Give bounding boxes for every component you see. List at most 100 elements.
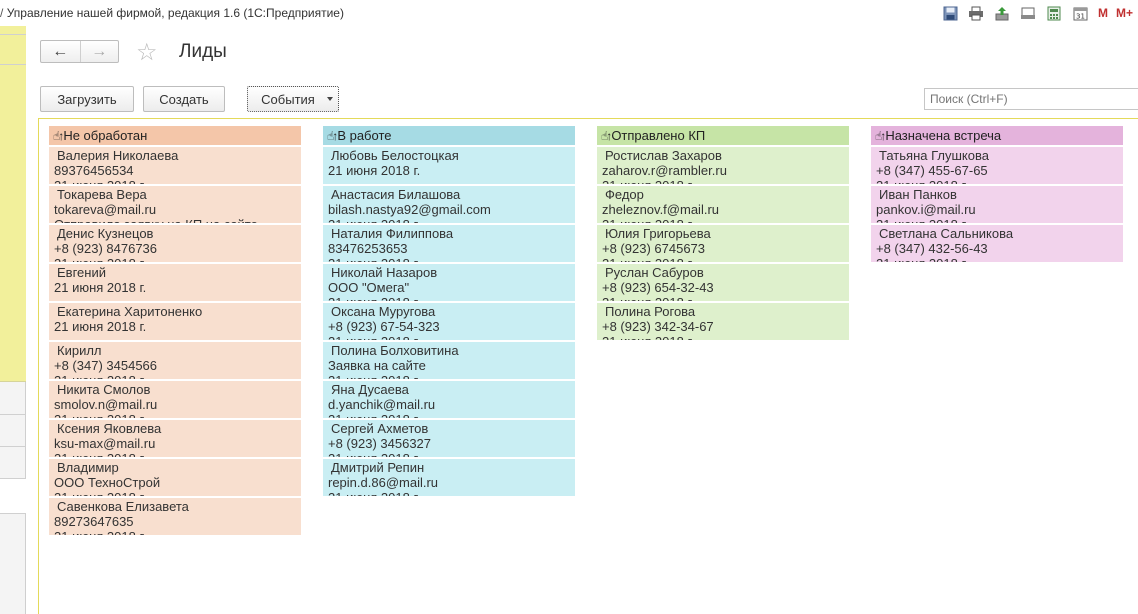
lead-detail: 21 июня 2018 г.	[876, 217, 1123, 223]
preview-icon[interactable]	[1018, 3, 1038, 23]
lead-contact: +8 (923) 3456327	[328, 436, 432, 451]
lead-contact: +8 (923) 8476736	[54, 241, 158, 256]
lead-detail: 21 июня 2018 г.	[602, 334, 849, 340]
lead-detail: 21 июня 2018 г.	[54, 412, 301, 418]
lead-contact: +8 (923) 67-54-323	[328, 319, 440, 334]
export-icon[interactable]	[992, 3, 1012, 23]
lead-contact: ksu-max@mail.ru	[54, 436, 156, 451]
lead-name: Наталия Филиппова	[331, 226, 454, 241]
column-header[interactable]: ☝↑ Отправлено КП	[597, 126, 849, 145]
lead-detail: 21 июня 2018 г.	[328, 412, 575, 418]
lead-name: Токарева Вера	[57, 187, 147, 202]
memory-m-icon[interactable]: M	[1098, 6, 1108, 20]
search-input[interactable]	[924, 88, 1138, 110]
left-panel-divider	[0, 414, 26, 415]
calendar-icon[interactable]: 31	[1070, 3, 1090, 23]
lead-card[interactable]: Савенкова Елизавета8927364763521 июня 20…	[49, 498, 301, 535]
lead-card[interactable]: Евгений 21 июня 2018 г.	[49, 264, 301, 301]
lead-card[interactable]: Анастасия Билашова bilash.nastya92@gmail.…	[323, 186, 575, 223]
lead-detail: 21 июня 2018 г.	[328, 373, 575, 379]
column-header[interactable]: ☝↑ Не обработан	[49, 126, 301, 145]
lead-name: Яна Дусаева	[331, 382, 409, 397]
lead-card[interactable]: Оксана Муругова+8 (923) 67-54-32321 июня…	[323, 303, 575, 340]
column-header[interactable]: ☝↑ Назначена встреча	[871, 126, 1123, 145]
forward-button[interactable]: →	[79, 41, 119, 62]
lead-card[interactable]: Екатерина Харитоненко 21 июня 2018 г.	[49, 303, 301, 340]
lead-detail: 21 июня 2018 г.	[54, 451, 301, 457]
kanban-column-not-processed: ☝↑ Не обработан Валерия Николаева 893764565…	[49, 126, 301, 535]
left-panel-divider	[0, 446, 26, 447]
lead-card[interactable]: Светлана Сальникова+8 (347) 432-56-4321 …	[871, 225, 1123, 262]
lead-detail: 21 июня 2018 г.	[328, 334, 575, 340]
lead-card[interactable]: Кирилл+8 (347) 345456621 июня 2018 г.	[49, 342, 301, 379]
lead-name: Иван Панков	[879, 187, 957, 202]
lead-name: Любовь Белостоцкая	[331, 148, 459, 163]
left-panel-highlight	[0, 26, 26, 382]
lead-card[interactable]: Валерия Николаева8937645653421 июня 2018…	[49, 147, 301, 184]
page-title: Лиды	[179, 41, 227, 62]
lead-detail: 21 июня 2018 г.	[602, 178, 849, 184]
left-panel-divider	[0, 64, 26, 65]
lead-detail: 21 июня 2018 г.	[328, 256, 575, 262]
navigation-buttons: ← →	[40, 40, 119, 63]
favorite-star-icon[interactable]: ☆	[136, 39, 158, 66]
lead-name: Савенкова Елизавета	[57, 499, 189, 514]
lead-card[interactable]: Руслан Сабуров+8 (923) 654-32-4321 июня …	[597, 264, 849, 301]
lead-card[interactable]: Наталия Филиппова8347625365321 июня 2018…	[323, 225, 575, 262]
lead-contact: smolov.n@mail.ru	[54, 397, 158, 412]
lead-name: Валерия Николаева	[57, 148, 179, 163]
lead-name: Евгений	[57, 265, 106, 280]
lead-card[interactable]: Полина Рогова+8 (923) 342-34-6721 июня 2…	[597, 303, 849, 340]
load-button[interactable]: Загрузить	[40, 86, 134, 112]
events-dropdown-button[interactable]: События	[247, 86, 339, 112]
lead-detail: 21 июня 2018 г.	[602, 256, 849, 262]
lead-card[interactable]: Ростислав Захаровzaharov.r@rambler.ru21 …	[597, 147, 849, 184]
column-title: Отправлено КП	[611, 128, 706, 143]
calculator-icon[interactable]	[1044, 3, 1064, 23]
lead-contact: +8 (923) 6745673	[602, 241, 706, 256]
lead-card[interactable]: Юлия Григорьева+8 (923) 674567321 июня 2…	[597, 225, 849, 262]
lead-name: Сергей Ахметов	[331, 421, 429, 436]
back-button[interactable]: ←	[52, 42, 69, 60]
window-title-text: Управление нашей фирмой, редакция 1.6 (1…	[6, 6, 344, 20]
drag-handle-icon[interactable]: ☝↑	[53, 128, 64, 143]
lead-name: Юлия Григорьева	[605, 226, 711, 241]
lead-detail: 21 июня 2018 г.	[602, 295, 849, 301]
lead-name: Владимир	[57, 460, 119, 475]
lead-contact: 89273647635	[54, 514, 134, 529]
lead-card[interactable]: Сергей Ахметов+8 (923) 345632721 июня 20…	[323, 420, 575, 457]
lead-contact: ООО "Омега"	[328, 280, 410, 295]
lead-contact: 83476253653	[328, 241, 408, 256]
lead-name: Дмитрий Репин	[331, 460, 425, 475]
lead-contact: +8 (923) 342-34-67	[602, 319, 714, 334]
window-title: / Управление нашей фирмой, редакция 1.6 …	[0, 6, 344, 20]
lead-contact: 89376456534	[54, 163, 134, 178]
drag-handle-icon[interactable]: ☝↑	[875, 128, 886, 143]
create-button[interactable]: Создать	[143, 86, 225, 112]
drag-handle-icon[interactable]: ☝↑	[601, 128, 612, 143]
print-icon[interactable]	[966, 3, 986, 23]
lead-card[interactable]: Татьяна Глушкова+8 (347) 455-67-6521 июн…	[871, 147, 1123, 184]
drag-handle-icon[interactable]: ☝↑	[327, 128, 338, 143]
lead-detail: 21 июня 2018 г.	[54, 178, 301, 184]
memory-mplus-icon[interactable]: M+	[1116, 6, 1134, 20]
column-header[interactable]: ☝↑ В работе	[323, 126, 575, 145]
save-icon[interactable]	[940, 3, 960, 23]
lead-detail: 21 июня 2018 г.	[54, 373, 301, 379]
lead-contact: bilash.nastya92@gmail.com	[328, 202, 491, 217]
lead-contact: zaharov.r@rambler.ru	[602, 163, 727, 178]
left-panel-item[interactable]	[0, 478, 26, 514]
lead-card[interactable]: Любовь Белостоцкая 21 июня 2018 г.	[323, 147, 575, 184]
lead-card[interactable]: Денис Кузнецов+8 (923) 847673621 июня 20…	[49, 225, 301, 262]
lead-name: Светлана Сальникова	[879, 226, 1014, 241]
